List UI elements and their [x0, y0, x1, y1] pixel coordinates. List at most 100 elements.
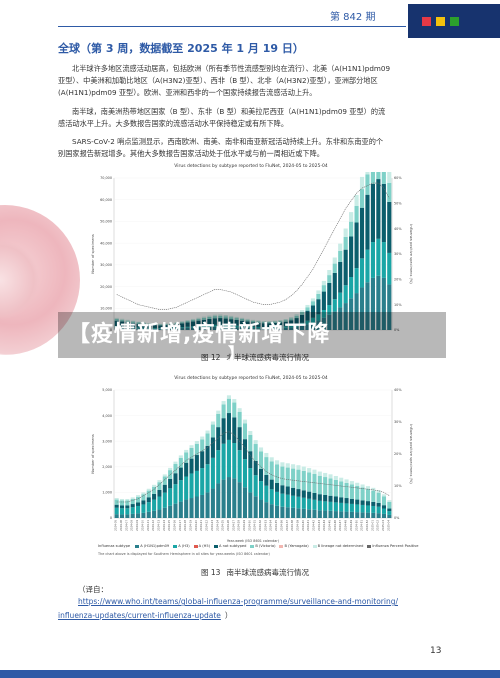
bar-segment — [157, 509, 162, 518]
y-tick-label: 10,000 — [100, 306, 112, 310]
bar-segment — [141, 323, 147, 325]
figure-south-chart: Virus detections by subtype reported to … — [88, 376, 419, 562]
bar-segment — [125, 319, 130, 321]
bar-segment — [354, 293, 359, 330]
bar-segment — [201, 316, 207, 318]
bar-segment — [234, 327, 239, 330]
bar-segment — [136, 321, 141, 323]
bar-segment — [200, 494, 205, 518]
banner-headline: 【疫情新增,疫情新增下降 — [68, 322, 331, 347]
bar-segment — [242, 423, 248, 440]
bar-segment — [264, 485, 269, 503]
bar-segment — [131, 322, 136, 328]
bar-segment — [245, 318, 250, 320]
bar-segment — [232, 442, 237, 479]
north-hemisphere-chart: 0 10,000 20,000 30,000 40,000 50,000 60,000 70,… — [91, 172, 413, 332]
bar-segment — [376, 490, 381, 493]
bar-segment — [229, 327, 234, 330]
bar-segment — [294, 324, 299, 327]
bar-segment — [194, 470, 199, 497]
bar-segment — [190, 319, 196, 322]
bar-segment — [291, 495, 296, 508]
x-tick-label: 2024-16 — [172, 520, 176, 531]
x-tick-label: 2025-04 — [386, 520, 390, 531]
bar-segment — [278, 322, 283, 327]
bar-segment — [323, 501, 328, 511]
bar-segment — [323, 494, 328, 502]
bar-segment — [283, 319, 288, 321]
bar-segment — [272, 321, 277, 323]
bar-segment — [178, 455, 183, 458]
bar-segment — [141, 500, 146, 505]
bar-segment — [242, 419, 248, 424]
bar-segment — [371, 512, 376, 518]
bar-segment — [162, 492, 167, 508]
legend-swatch — [173, 544, 178, 548]
bar-segment — [253, 440, 258, 445]
chart-note-south: The chart above is displayed for Souther… — [98, 552, 270, 556]
y-tick-label: 30,000 — [100, 263, 112, 267]
bar-segment — [328, 495, 333, 502]
x-tick-label: 2024-12 — [151, 520, 155, 531]
x-tick-label: 2024-35 — [274, 520, 278, 531]
bar-segment — [146, 502, 151, 512]
bar-segment — [237, 408, 242, 412]
bar-segment — [296, 508, 301, 518]
bar-segment — [305, 310, 310, 321]
bar-segment — [190, 326, 196, 328]
bar-segment — [152, 323, 157, 325]
bar-segment — [349, 221, 354, 237]
bar-segment — [316, 320, 321, 330]
bar-segment — [174, 324, 179, 328]
bar-segment — [256, 328, 261, 330]
legend-swatch — [193, 544, 198, 548]
bar-segment — [201, 317, 207, 320]
bar-segment — [119, 514, 125, 518]
bar-segment — [339, 497, 344, 503]
x-tick-label: 2024-25 — [221, 520, 225, 531]
bar-segment — [339, 481, 344, 498]
y-tick-label: 20,000 — [100, 285, 112, 289]
bar-segment — [275, 460, 280, 465]
bar-segment — [291, 468, 296, 488]
source-link-line2[interactable]: influenza-updates/current-influenza-upda… — [58, 611, 233, 620]
bar-segment — [381, 505, 387, 509]
bar-segment — [299, 314, 305, 323]
bar-segment — [180, 323, 185, 328]
bar-segment — [229, 325, 234, 328]
bar-segment — [321, 317, 326, 330]
bar-segment — [190, 318, 196, 320]
bar-segment — [285, 467, 290, 487]
bar-segment — [285, 494, 290, 508]
source-link-line1[interactable]: https://www.who.int/teams/global-influen… — [78, 597, 398, 606]
bar-segment — [185, 326, 190, 328]
bar-segment — [387, 501, 392, 509]
bar-segment — [349, 498, 354, 504]
bar-segment — [232, 399, 237, 403]
bar-segment — [163, 327, 168, 329]
y2-tick-label: 20% — [394, 278, 402, 282]
bar-segment — [253, 475, 258, 497]
bar-segment — [184, 476, 189, 500]
bar-segment — [232, 478, 237, 518]
bar-segment — [272, 320, 277, 322]
chart-title-north: Virus detections by subtype reported to … — [174, 164, 328, 169]
bar-segment — [321, 310, 326, 318]
bar-segment — [327, 275, 332, 283]
bar-segment — [162, 476, 167, 485]
bar-segment — [189, 458, 194, 474]
bar-segment — [218, 324, 223, 327]
bar-segment — [285, 463, 290, 468]
bar-segment — [376, 506, 381, 514]
bar-segment — [360, 500, 365, 505]
bar-segment — [248, 492, 253, 518]
legend-entry: A (H1N1)pdm09 — [140, 544, 170, 548]
bar-segment — [152, 484, 157, 487]
bar-segment — [169, 327, 174, 329]
bar-segment — [371, 487, 376, 491]
bar-segment — [310, 301, 316, 306]
bar-segment — [221, 443, 226, 480]
bar-segment — [173, 503, 178, 518]
bar-segment — [291, 507, 296, 518]
